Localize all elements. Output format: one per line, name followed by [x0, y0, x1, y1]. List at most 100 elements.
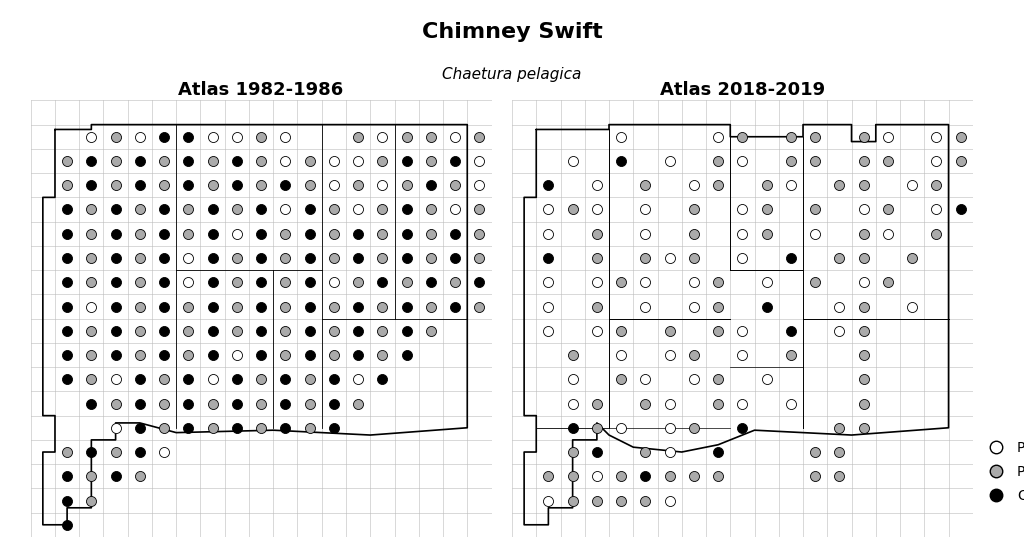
- Point: [350, 302, 367, 311]
- Title: Atlas 2018-2019: Atlas 2018-2019: [659, 81, 825, 99]
- Point: [228, 254, 245, 263]
- Point: [423, 181, 439, 190]
- Point: [423, 326, 439, 335]
- Point: [350, 132, 367, 141]
- Point: [253, 157, 269, 165]
- Point: [662, 472, 678, 481]
- Point: [180, 326, 197, 335]
- Point: [686, 423, 702, 432]
- Point: [301, 254, 317, 263]
- Point: [374, 326, 390, 335]
- Point: [228, 302, 245, 311]
- Point: [423, 278, 439, 287]
- Point: [855, 302, 871, 311]
- Point: [637, 472, 653, 481]
- Point: [228, 350, 245, 359]
- Point: [471, 229, 487, 238]
- Point: [423, 302, 439, 311]
- Point: [928, 132, 944, 141]
- Point: [59, 229, 76, 238]
- Point: [759, 302, 775, 311]
- Point: [205, 205, 221, 214]
- Point: [83, 496, 99, 505]
- Point: [589, 302, 605, 311]
- Point: [108, 278, 124, 287]
- Point: [398, 326, 415, 335]
- Point: [180, 229, 197, 238]
- Point: [589, 448, 605, 457]
- Point: [541, 254, 557, 263]
- Point: [662, 496, 678, 505]
- Point: [759, 278, 775, 287]
- Point: [686, 350, 702, 359]
- Point: [301, 229, 317, 238]
- Point: [880, 132, 896, 141]
- Point: [301, 375, 317, 383]
- Point: [83, 302, 99, 311]
- Point: [350, 326, 367, 335]
- Point: [326, 157, 342, 165]
- Point: [637, 399, 653, 408]
- Title: Atlas 1982-1986: Atlas 1982-1986: [178, 81, 344, 99]
- Point: [205, 350, 221, 359]
- Point: [253, 132, 269, 141]
- Point: [374, 254, 390, 263]
- Point: [228, 326, 245, 335]
- Point: [904, 302, 921, 311]
- Point: [253, 181, 269, 190]
- Point: [613, 132, 630, 141]
- Point: [734, 350, 751, 359]
- Point: [228, 375, 245, 383]
- Point: [59, 448, 76, 457]
- Point: [662, 157, 678, 165]
- Point: [156, 448, 172, 457]
- Point: [855, 375, 871, 383]
- Point: [710, 448, 726, 457]
- Point: [855, 350, 871, 359]
- Point: [253, 254, 269, 263]
- Point: [132, 181, 148, 190]
- Point: [132, 157, 148, 165]
- Point: [952, 205, 969, 214]
- Point: [326, 399, 342, 408]
- Point: [108, 375, 124, 383]
- Point: [446, 157, 463, 165]
- Point: [831, 472, 848, 481]
- Point: [83, 157, 99, 165]
- Point: [589, 423, 605, 432]
- Point: [807, 278, 823, 287]
- Point: [589, 326, 605, 335]
- Point: [83, 205, 99, 214]
- Point: [831, 448, 848, 457]
- Point: [180, 205, 197, 214]
- Point: [253, 350, 269, 359]
- Point: [301, 399, 317, 408]
- Point: [855, 278, 871, 287]
- Point: [471, 157, 487, 165]
- Point: [710, 375, 726, 383]
- Point: [205, 254, 221, 263]
- Point: [228, 157, 245, 165]
- Text: Chaetura pelagica: Chaetura pelagica: [442, 67, 582, 82]
- Point: [156, 350, 172, 359]
- Point: [446, 132, 463, 141]
- Point: [613, 423, 630, 432]
- Point: [374, 302, 390, 311]
- Point: [662, 254, 678, 263]
- Point: [59, 205, 76, 214]
- Point: [446, 181, 463, 190]
- Point: [350, 205, 367, 214]
- Point: [180, 254, 197, 263]
- Point: [253, 326, 269, 335]
- Point: [904, 181, 921, 190]
- Point: [108, 157, 124, 165]
- Point: [326, 423, 342, 432]
- Point: [278, 326, 294, 335]
- Point: [326, 278, 342, 287]
- Point: [205, 229, 221, 238]
- Point: [471, 302, 487, 311]
- Point: [350, 157, 367, 165]
- Point: [156, 375, 172, 383]
- Point: [132, 254, 148, 263]
- Point: [541, 205, 557, 214]
